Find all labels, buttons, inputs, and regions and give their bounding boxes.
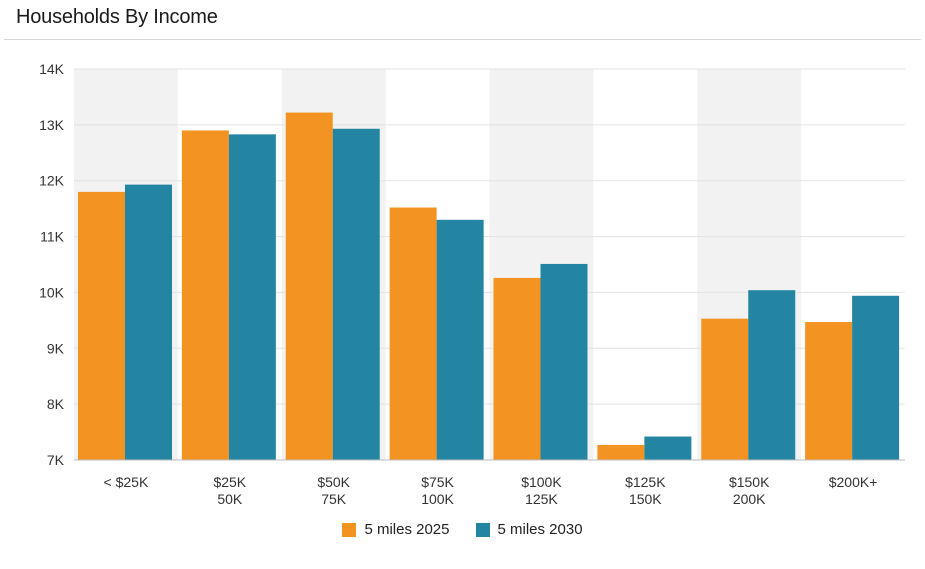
bar[interactable] [332,128,380,460]
title-divider [4,39,921,40]
x-tick-label: 125K [525,491,558,507]
x-tick-label: 100K [421,491,454,507]
legend-label-2025: 5 miles 2025 [364,521,450,538]
bar[interactable] [597,444,645,460]
x-tick-label: 75K [321,491,347,507]
bar[interactable] [805,322,853,460]
x-tick-label: 50K [217,491,243,507]
x-tick-label: $25K [213,474,246,490]
y-tick-label: 7K [47,452,65,468]
legend-item-2030[interactable]: 5 miles 2030 [475,521,583,538]
legend: 5 miles 2025 5 miles 2030 [0,521,925,538]
y-tick-label: 9K [47,340,65,356]
legend-item-2025[interactable]: 5 miles 2025 [342,521,450,538]
x-tick-label: $100K [521,474,562,490]
bar[interactable] [644,436,692,460]
y-tick-label: 14K [39,61,65,77]
bar[interactable] [285,112,333,460]
bar[interactable] [125,184,172,461]
bar[interactable] [228,134,276,461]
x-tick-label: < $25K [104,474,149,490]
x-tick-label: $125K [625,474,666,490]
x-tick-label: $150K [729,474,770,490]
bar[interactable] [748,290,796,460]
bar[interactable] [389,207,437,460]
y-tick-label: 8K [47,396,65,412]
y-tick-label: 13K [39,117,65,133]
bar[interactable] [493,277,541,460]
x-tick-label: 200K [733,491,766,507]
bar[interactable] [436,219,484,460]
x-tick-label: 150K [629,491,662,507]
legend-swatch-2025 [342,522,357,537]
legend-label-2030: 5 miles 2030 [497,521,583,538]
chart-title: Households By Income [16,6,218,28]
bar[interactable] [181,130,229,460]
y-tick-label: 11K [40,229,65,245]
bar[interactable] [701,318,749,460]
bar[interactable] [78,191,125,460]
x-tick-label: $75K [421,474,454,490]
legend-swatch-2030 [475,522,490,537]
y-tick-label: 12K [39,173,65,189]
bar[interactable] [540,263,588,460]
x-tick-label: $200K+ [829,474,878,490]
y-tick-label: 10K [39,284,65,300]
x-tick-label: $50K [317,474,350,490]
bar[interactable] [852,295,900,460]
